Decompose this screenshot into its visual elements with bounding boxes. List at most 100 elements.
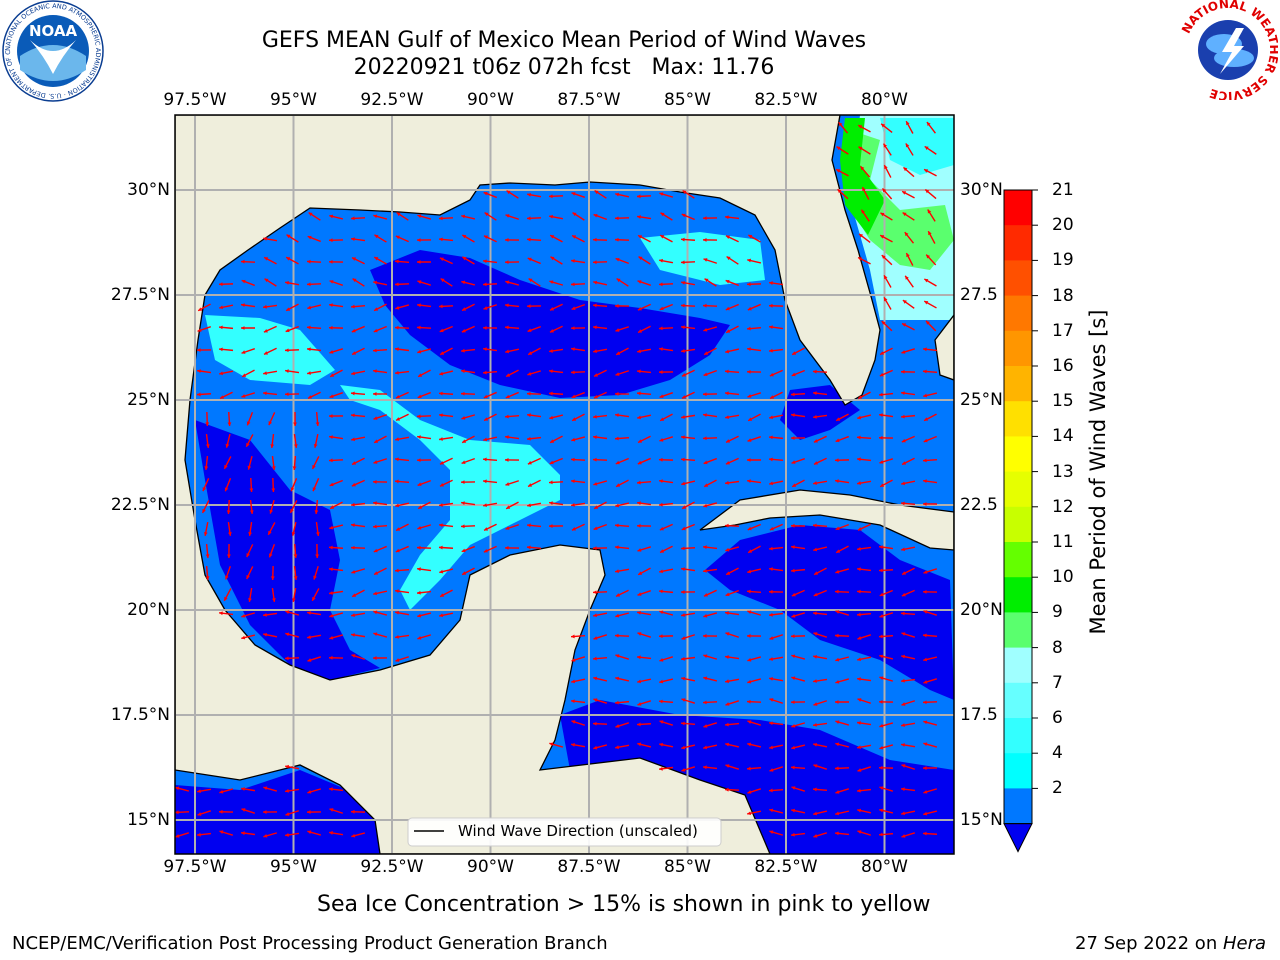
wind-arrow-head [373, 214, 378, 219]
wind-arrow-head [248, 598, 252, 602]
lon-label-bottom: 95°W [270, 857, 317, 877]
wind-arrow-head [571, 282, 575, 287]
wind-arrow-head [681, 280, 685, 285]
wind-arrow-head [703, 372, 708, 377]
wind-arrow-head [703, 413, 707, 417]
wind-arrow-head [351, 633, 355, 637]
wind-arrow-head [293, 444, 298, 448]
wind-arrow-head [923, 720, 928, 725]
wind-arrow-head [462, 439, 467, 443]
wind-arrow-head [879, 654, 884, 659]
wind-arrow-head [329, 458, 333, 463]
wind-arrow-head [527, 304, 531, 309]
wind-arrow-head [682, 190, 687, 195]
wind-arrow-head [285, 610, 290, 615]
wind-arrow-head [351, 328, 356, 333]
wind-arrow-head [505, 482, 510, 486]
wind-arrow-head [329, 613, 334, 618]
wind-arrow-head [205, 422, 210, 426]
wind-arrow-head [395, 394, 400, 399]
wind-arrow-head [373, 656, 377, 660]
wind-arrow-head [637, 742, 642, 747]
wind-arrow-head [242, 373, 247, 377]
wind-arrow-head [484, 417, 489, 421]
wind-arrow-head [813, 438, 818, 443]
wind-arrow-head [395, 503, 400, 508]
wind-arrow-head [637, 610, 641, 615]
wind-arrow-head [923, 633, 927, 638]
legend-label: Wind Wave Direction (unscaled) [458, 822, 698, 840]
wind-arrow-head [791, 614, 796, 618]
wind-arrow-head [726, 571, 731, 575]
colorbar-segment [1004, 401, 1032, 437]
wind-arrow-head [703, 613, 708, 618]
wind-arrow-head [527, 192, 531, 197]
wind-arrow-head [704, 278, 709, 283]
wind-arrow-head [879, 832, 883, 837]
wind-arrow-head [593, 656, 597, 661]
caribbean-low-period-region [705, 525, 954, 700]
wind-arrow-head [725, 547, 730, 552]
wind-arrow-head [307, 259, 311, 264]
wind-arrow-head [659, 347, 663, 352]
wind-arrow-head [879, 634, 883, 639]
wind-arrow-head [925, 189, 930, 194]
wind-arrow-head [857, 481, 861, 485]
wind-arrow-head [248, 532, 252, 536]
wind-arrow-head [703, 238, 707, 242]
wind-arrow-head [725, 415, 729, 420]
lat-label-right: 22.5 [960, 495, 998, 515]
wind-arrow-head [923, 479, 927, 484]
wind-arrow-head [271, 466, 276, 470]
wind-arrow-head [439, 413, 443, 418]
wind-arrow-head [637, 194, 641, 199]
wind-arrow-head [440, 593, 445, 597]
wind-arrow-head [329, 635, 334, 640]
wind-arrow-head [593, 325, 597, 330]
wind-arrow-head [813, 702, 818, 706]
wind-arrow-head [593, 745, 598, 750]
wind-arrow-head [835, 766, 839, 771]
wind-arrow-head [835, 790, 840, 794]
wind-arrow-head [880, 483, 885, 487]
wind-arrow-head [593, 457, 597, 462]
wind-arrow-head [528, 483, 533, 487]
wind-arrow-head [791, 592, 796, 597]
wind-arrow-head [593, 435, 597, 440]
wind-arrow-head [549, 369, 553, 374]
wind-arrow-head [616, 483, 621, 487]
wind-arrow-head [637, 501, 641, 506]
wind-arrow-head [417, 325, 421, 330]
colorbar-segment [1004, 577, 1032, 613]
wind-arrow-head [224, 596, 228, 601]
wind-arrow-head [769, 325, 773, 330]
wind-arrow-head [329, 214, 334, 219]
wind-arrow-head [571, 679, 576, 684]
lon-label-bottom: 92.5°W [360, 857, 424, 877]
wind-arrow-head [329, 831, 333, 835]
wind-arrow-head [571, 347, 575, 351]
wind-arrow-head [461, 501, 465, 505]
wind-arrow-head [659, 326, 663, 331]
wind-arrow-head [902, 461, 907, 465]
wind-arrow-head [813, 764, 818, 768]
wind-arrow-head [351, 304, 355, 309]
wind-arrow-head [681, 213, 686, 218]
wind-arrow-head [373, 524, 377, 529]
wind-arrow-head [285, 789, 289, 793]
wind-arrow-head [725, 764, 730, 768]
wind-arrow-head [835, 526, 840, 531]
wind-arrow-head [264, 257, 269, 261]
wind-arrow-head [374, 571, 379, 575]
wind-arrow-head [593, 546, 597, 551]
wind-arrow-head [836, 146, 841, 151]
wind-arrow-head [175, 834, 180, 838]
wind-arrow-head [329, 238, 333, 243]
wind-arrow-head [549, 329, 554, 333]
wind-arrow-head [198, 307, 203, 311]
wind-arrow-head [660, 235, 665, 239]
wind-arrow-head [659, 766, 663, 771]
wind-arrow-head [923, 347, 927, 352]
wind-arrow-head [905, 143, 910, 148]
noaa-center-text: NOAA [29, 22, 78, 40]
